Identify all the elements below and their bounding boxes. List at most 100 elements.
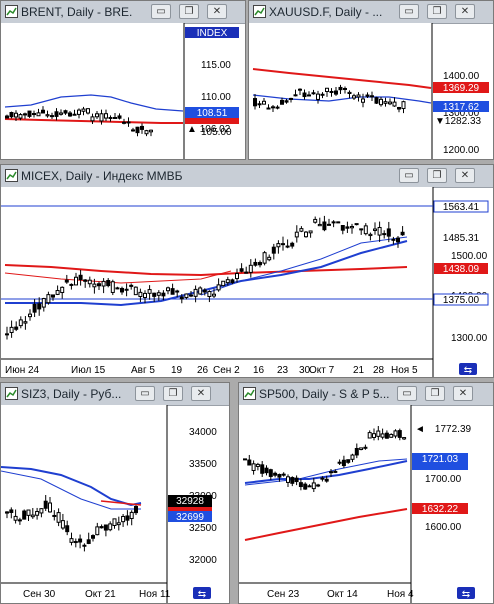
siz3-title-bar[interactable]: SIZ3, Daily - Руб... ▭ ❐ ✕ (1, 383, 229, 406)
price-marker: ▲ (187, 124, 197, 135)
window-title: XAUUSD.F, Daily - ... (269, 5, 383, 19)
candle-body (124, 288, 129, 291)
close-button[interactable]: ✕ (191, 386, 211, 401)
candle-body (27, 110, 32, 117)
candle-body (356, 94, 361, 98)
candle-body (302, 92, 307, 98)
xauusd-title-bar[interactable]: XAUUSD.F, Daily - ... ▭ ❐ ✕ (249, 1, 493, 24)
minimize-button[interactable]: ▭ (397, 386, 417, 401)
candle-body (110, 281, 115, 293)
candle-body (202, 289, 207, 293)
candle-body (156, 292, 161, 296)
candle-body (337, 461, 342, 464)
candle-body (78, 274, 83, 281)
candle-body (112, 518, 117, 526)
candle-body (251, 463, 256, 471)
candle-body (298, 482, 303, 488)
price-tag-label: 1438.09 (443, 264, 480, 275)
candle-body (103, 524, 108, 531)
close-button[interactable]: ✕ (455, 4, 475, 19)
restore-button[interactable]: ❐ (179, 4, 199, 19)
candle-body (77, 109, 81, 115)
minimize-button[interactable]: ▭ (135, 386, 155, 401)
close-button[interactable]: ✕ (207, 4, 227, 19)
candle-body (333, 470, 338, 473)
minimize-button[interactable]: ▭ (151, 4, 171, 19)
candle-body (83, 279, 88, 282)
close-button[interactable]: ✕ (453, 386, 473, 401)
brent-title-bar[interactable]: BRENT, Daily - BRE... ▭ ❐ ✕ (1, 1, 245, 24)
candle-body (388, 101, 392, 105)
siz3-chart-window: SIZ3, Daily - Руб... ▭ ❐ ✕ 34000 33500 3… (0, 382, 230, 604)
candle-body (135, 126, 140, 134)
candle-body (26, 509, 31, 516)
candle-body (382, 233, 387, 236)
candle-body (225, 279, 230, 284)
restore-button[interactable]: ❐ (427, 168, 447, 183)
candle-body (175, 290, 180, 293)
micex-title-bar[interactable]: MICEX, Daily - Индекс ММВБ ▭ ❐ ✕ (1, 165, 493, 188)
x-tick: Ноя 5 (391, 365, 418, 376)
candle-body (198, 287, 203, 295)
candle-body (216, 284, 221, 291)
candle-body (212, 293, 216, 297)
candle-body (299, 228, 304, 232)
x-tick: Окт 14 (327, 589, 358, 600)
restore-button[interactable]: ❐ (163, 386, 183, 401)
candle-body (134, 505, 138, 514)
sp500-price-chart[interactable]: 1700.00 1600.00 Сен 23 Окт 14 Ноя 4 ◄ 17… (239, 405, 493, 603)
minimize-button[interactable]: ▭ (399, 168, 419, 183)
y-tick: 1700.00 (425, 474, 462, 485)
candle-body (81, 108, 86, 112)
candle-body (275, 106, 280, 109)
close-button[interactable]: ✕ (455, 168, 475, 183)
candle-body (179, 296, 184, 300)
candle-body (396, 237, 400, 243)
candle-body (82, 544, 87, 547)
price-tag (434, 231, 488, 245)
y-tick: 1200.00 (443, 145, 480, 156)
candle-body (55, 290, 60, 295)
candle-body (133, 286, 138, 296)
restore-button[interactable]: ❐ (427, 4, 447, 19)
restore-button[interactable]: ❐ (425, 386, 445, 401)
candle-body (324, 478, 329, 482)
candle-body (391, 238, 396, 241)
candle-body (50, 115, 54, 118)
sp500-title-bar[interactable]: SP500, Daily - S & P 5... ▭ ❐ ✕ (239, 383, 493, 406)
candle-body (9, 326, 14, 333)
scroll-end-button[interactable] (193, 587, 211, 599)
candle-body (41, 109, 45, 114)
scroll-end-button[interactable] (459, 363, 477, 375)
candle-body (294, 477, 299, 483)
micex-chart-window: MICEX, Daily - Индекс ММВБ ▭ ❐ ✕ 1500.00… (0, 164, 494, 378)
price-tag (168, 495, 212, 507)
y-tick: 34000 (189, 427, 217, 438)
candle-body (122, 121, 126, 124)
candle-body (257, 103, 262, 106)
candle-body (253, 261, 258, 266)
candle-body (60, 520, 65, 529)
candle-body (129, 511, 134, 520)
candle-body (267, 256, 272, 261)
y-tick: 1600.00 (425, 522, 462, 533)
price-tag-label: 1485.31 (443, 233, 480, 244)
candle-body (108, 523, 113, 531)
minimize-button[interactable]: ▭ (399, 4, 419, 19)
siz3-price-chart[interactable]: 34000 33500 33000 32500 32000 Сен 30 Окт… (1, 405, 229, 603)
candle-body (303, 483, 308, 490)
candle-body (400, 231, 405, 236)
candle-body (43, 500, 48, 509)
candle-body (68, 112, 72, 117)
candle-body (347, 91, 352, 95)
candle-body (286, 476, 290, 483)
window-title: MICEX, Daily - Индекс ММВБ (21, 169, 183, 183)
brent-price-chart[interactable]: INDEX 115.00 110.00 105.00 108.51 ▲ 106.… (1, 23, 245, 159)
scroll-end-button[interactable] (457, 587, 475, 599)
x-tick: Ноя 11 (139, 589, 171, 600)
xauusd-price-chart[interactable]: 1400.00 1300.00 1200.00 1369.29 1317.62 … (249, 23, 493, 159)
x-tick: Июн 24 (5, 365, 40, 376)
candle-body (276, 243, 281, 248)
price-tag-label: 1317.62 (443, 102, 480, 113)
